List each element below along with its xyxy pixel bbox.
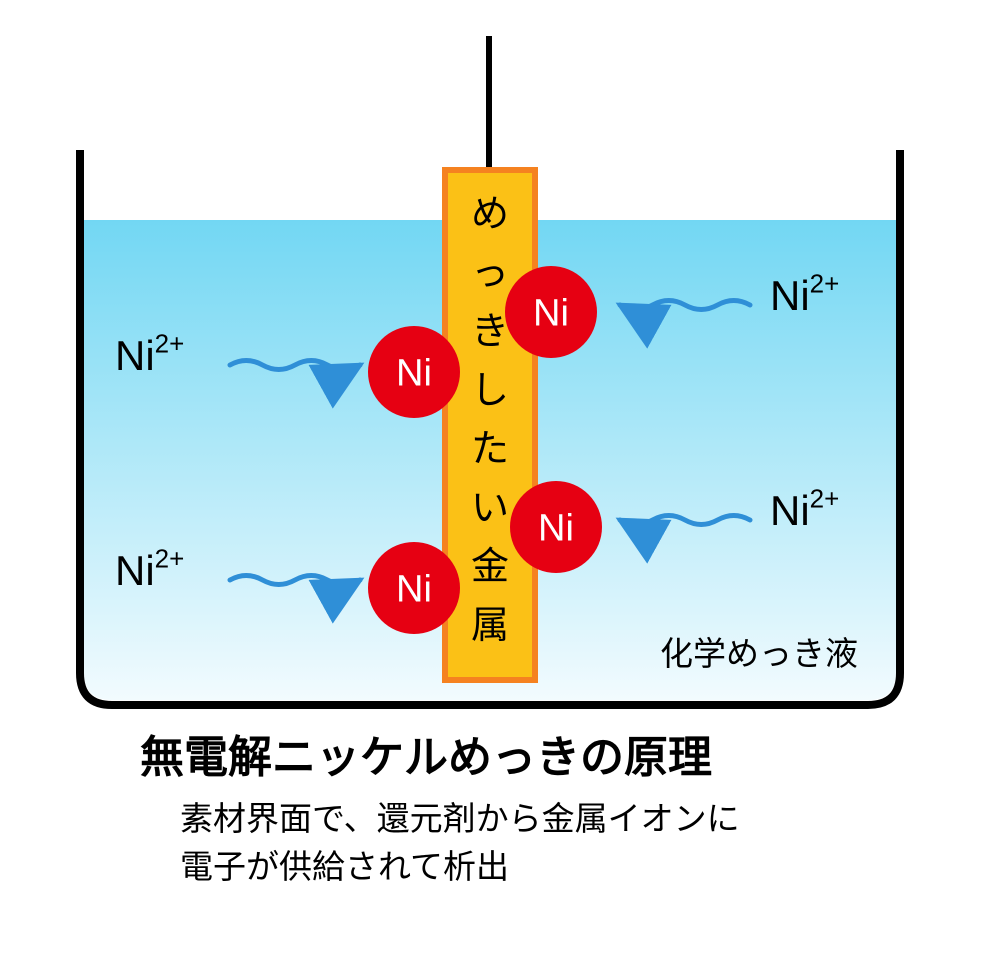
metal-bar-char: っ: [471, 252, 509, 294]
liquid-label-text: 化学めっき液: [660, 635, 858, 672]
metal-bar-char: い: [471, 487, 509, 529]
ni-atom-label: Ni: [396, 568, 432, 610]
liquid-label: 化学めっき液: [660, 635, 858, 672]
title-block: 無電解ニッケルめっきの原理素材界面で、還元剤から金属イオンに電子が供給されて析出: [140, 733, 740, 885]
metal-bar: めっきしたい金属: [445, 170, 535, 680]
metal-bar-char: た: [471, 429, 509, 471]
diagram-title: 無電解ニッケルめっきの原理: [140, 733, 712, 782]
metal-bar-char: 属: [471, 605, 509, 647]
metal-bar-char: し: [471, 370, 509, 412]
ni-atom-label: Ni: [533, 292, 569, 334]
diagram-subtitle-line2: 電子が供給されて析出: [180, 848, 509, 885]
metal-bar-char: め: [471, 194, 509, 236]
diagram-subtitle-line1: 素材界面で、還元剤から金属イオンに: [180, 800, 740, 837]
ni-atom-label: Ni: [396, 352, 432, 394]
metal-bar-char: き: [471, 311, 509, 353]
diagram-svg: めっきしたい金属 Ni2+Ni2+Ni2+Ni2+ NiNiNiNi 化学めっき…: [0, 0, 989, 973]
ni-atom-label: Ni: [538, 507, 574, 549]
electroless-nickel-diagram: めっきしたい金属 Ni2+Ni2+Ni2+Ni2+ NiNiNiNi 化学めっき…: [0, 0, 989, 973]
metal-bar-char: 金: [471, 546, 509, 588]
